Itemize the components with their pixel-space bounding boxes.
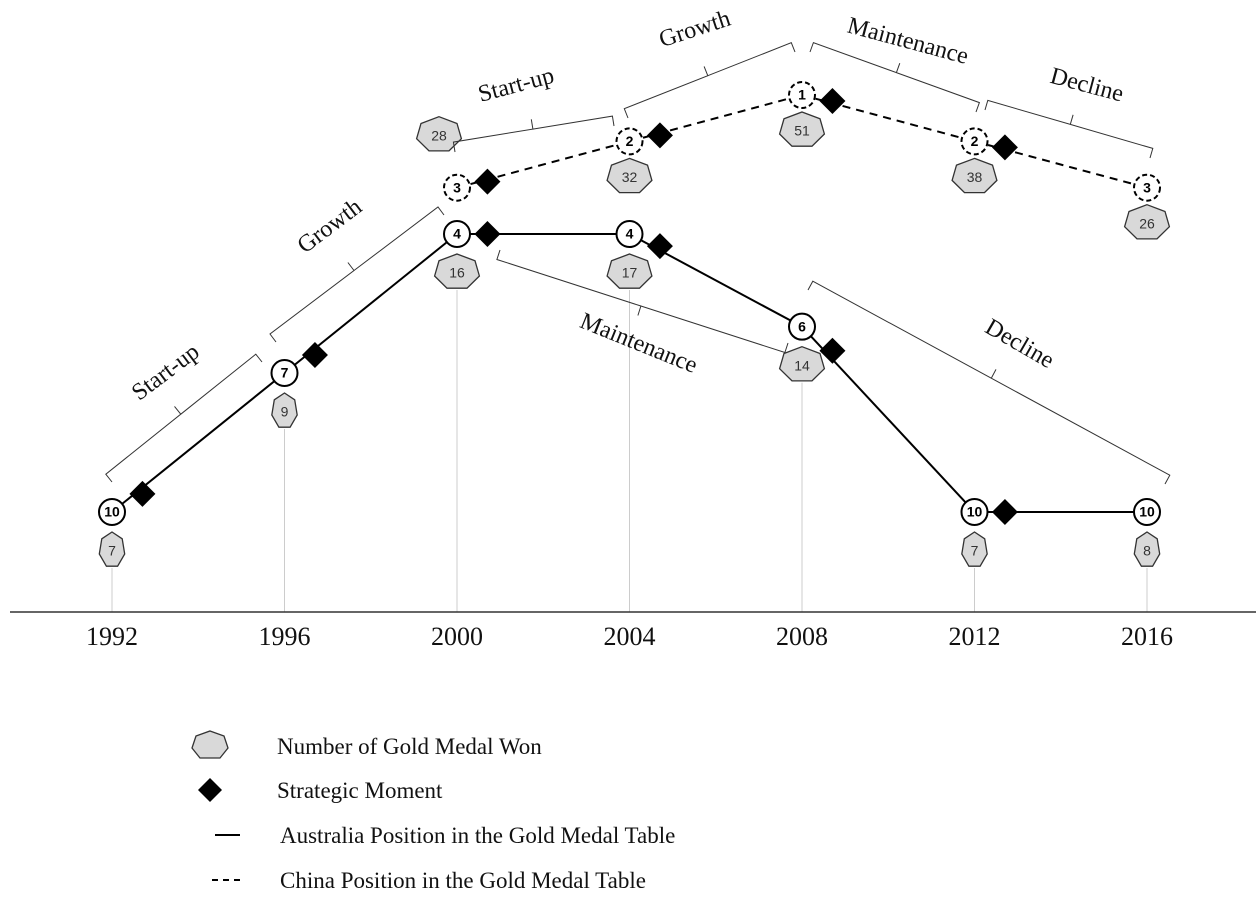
medal-count: 17 — [622, 265, 638, 281]
rank-label: 4 — [626, 226, 634, 242]
medal-heptagon — [271, 392, 298, 428]
medal-count: 51 — [794, 123, 810, 139]
medal-count: 26 — [1139, 215, 1155, 231]
phase-label: Start-up — [127, 339, 204, 406]
strategic-moment — [646, 233, 673, 260]
medal-heptagon — [951, 157, 998, 194]
legend: Number of Gold Medal Won Strategic Momen… — [191, 730, 675, 893]
year-label: 2004 — [604, 622, 656, 651]
phase-brace — [984, 99, 1154, 159]
phase-brace — [807, 280, 1171, 485]
rank-label: 2 — [971, 133, 979, 149]
rank-label: 6 — [798, 318, 806, 334]
rank-circle — [960, 127, 989, 156]
rank-label: 3 — [1143, 179, 1151, 195]
year-label: 2016 — [1121, 622, 1173, 651]
medal-heptagon — [1133, 531, 1161, 567]
year-label: 2012 — [949, 622, 1001, 651]
phase-label: Decline — [1047, 63, 1126, 107]
medal-heptagon — [1123, 204, 1171, 240]
background-layer — [111, 290, 1148, 612]
rank-label: 10 — [104, 504, 120, 520]
medal-count: 8 — [1143, 543, 1151, 559]
year-label: 1992 — [86, 622, 138, 651]
medal-heptagon — [778, 346, 826, 382]
rank-label: 1 — [798, 87, 806, 103]
medal-heptagon — [606, 253, 653, 289]
rank-circle — [443, 173, 471, 202]
legend-heptagon — [191, 730, 229, 759]
rank-label: 10 — [1139, 504, 1155, 520]
phase-label: Growth — [656, 6, 734, 53]
rank-circle — [615, 127, 644, 156]
medal-heptagon — [606, 157, 653, 194]
medal-count: 9 — [281, 404, 289, 420]
rank-circle — [615, 220, 644, 249]
medal-heptagon — [778, 111, 826, 147]
medal-count: 7 — [971, 543, 979, 559]
medal-count: 28 — [431, 127, 447, 143]
phase-label: Start-up — [475, 63, 556, 108]
strategic-moment — [991, 134, 1018, 161]
legend-label: Number of Gold Medal Won — [277, 734, 542, 759]
year-label: 2000 — [431, 622, 483, 651]
strategic-moment — [991, 499, 1018, 525]
strategic-moment — [819, 88, 846, 115]
phase-brace — [623, 42, 796, 119]
strategic-moment — [129, 480, 156, 507]
phase-brace — [452, 115, 615, 153]
medal-heptagon — [98, 531, 126, 567]
medal-count: 32 — [622, 169, 638, 185]
strategic-moment — [474, 168, 501, 195]
rank-label: 2 — [626, 133, 634, 149]
medal-heptagon — [415, 116, 463, 152]
phase-brace — [105, 353, 263, 483]
legend-label: Strategic Moment — [277, 778, 443, 803]
strategic-moment — [301, 341, 328, 368]
phase-brace — [496, 249, 789, 354]
rank-circle — [788, 312, 816, 341]
medal-heptagon — [433, 253, 481, 289]
strategic-moment — [819, 337, 846, 364]
phase-brace — [269, 206, 445, 343]
medal-heptagon — [961, 531, 988, 567]
legend-label: Australia Position in the Gold Medal Tab… — [280, 823, 675, 848]
rank-circle — [270, 359, 299, 388]
rank-label: 3 — [453, 179, 461, 195]
legend-label: China Position in the Gold Medal Table — [280, 868, 646, 893]
rank-circle — [98, 498, 126, 526]
phase-brace — [809, 41, 981, 113]
strategic-moment — [646, 122, 673, 149]
year-label: 1996 — [259, 622, 311, 651]
legend-diamond — [198, 778, 222, 802]
rank-label: 7 — [281, 365, 289, 381]
phase-label: Growth — [293, 194, 367, 259]
rank-label: 4 — [453, 226, 461, 242]
strategic-moment — [474, 221, 501, 248]
rank-circle — [788, 81, 816, 110]
rank-circle — [443, 220, 471, 249]
rank-circle — [960, 498, 989, 526]
year-label: 2008 — [776, 622, 828, 651]
rank-circle — [1133, 498, 1161, 526]
medal-count: 7 — [108, 543, 116, 559]
phase-label: Maintenance — [576, 308, 701, 379]
phase-label: Decline — [981, 314, 1059, 374]
rank-label: 10 — [967, 504, 983, 520]
medal-count: 38 — [967, 169, 983, 185]
medal-count: 14 — [794, 357, 810, 373]
medal-count: 16 — [449, 265, 465, 281]
rank-circle — [1133, 173, 1161, 202]
